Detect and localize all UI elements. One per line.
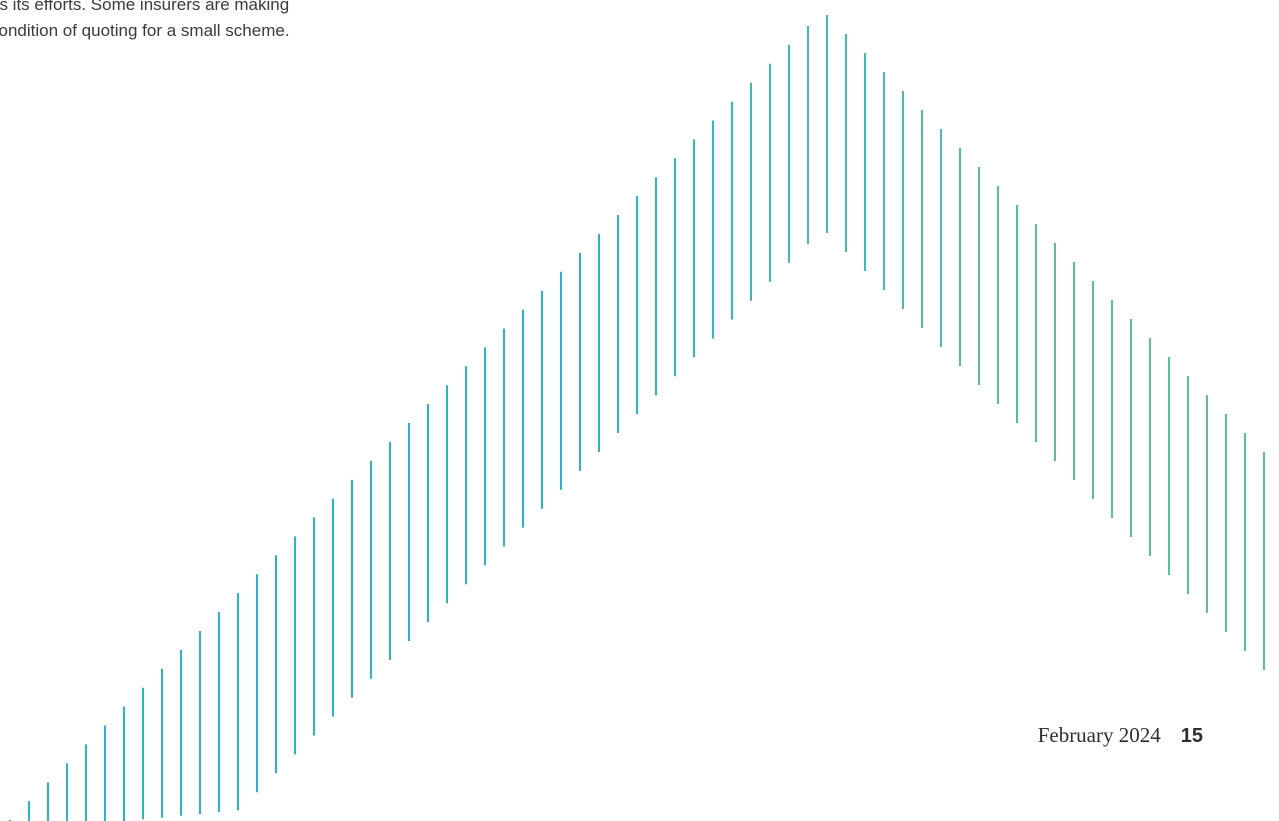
page-footer: February 2024 15 xyxy=(1038,723,1203,748)
body-line: condition of quoting for a small scheme. xyxy=(0,21,290,40)
body-paragraph: us its efforts. Some insurers are making… xyxy=(0,0,430,44)
page-number: 15 xyxy=(1180,725,1203,747)
body-line: us its efforts. Some insurers are making xyxy=(0,0,290,14)
footer-date: February 2024 xyxy=(1037,723,1161,747)
